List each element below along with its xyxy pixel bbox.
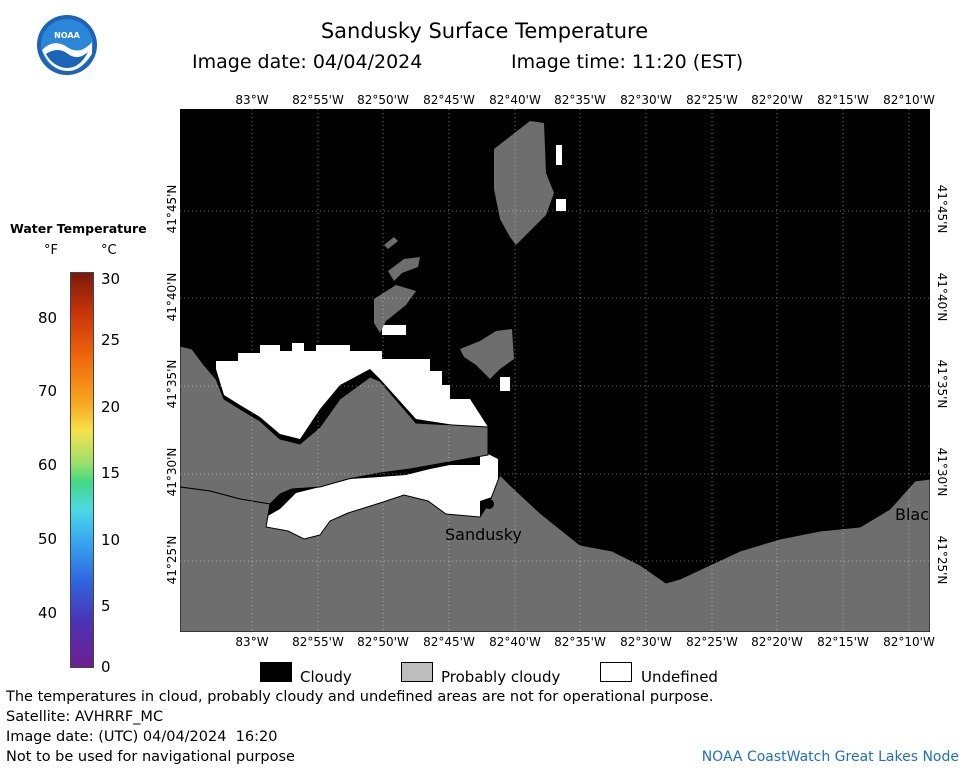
lon-label: 82°15'W xyxy=(817,635,869,649)
fahrenheit-tick: 40 xyxy=(38,604,58,622)
page-title: Sandusky Surface Temperature xyxy=(320,19,649,43)
celsius-tick: 0 xyxy=(101,658,111,676)
fahrenheit-tick: 70 xyxy=(38,382,58,400)
lon-label: 82°15'W xyxy=(817,93,869,107)
place-label-sandusky: Sandusky xyxy=(445,525,522,544)
probably-cloudy-swatch xyxy=(401,662,433,682)
lon-label: 82°45'W xyxy=(423,635,475,649)
sandusky-marker xyxy=(484,499,494,509)
lat-label: 41°45'N xyxy=(935,184,949,234)
lon-label: 82°50'W xyxy=(357,635,409,649)
celsius-tick: 30 xyxy=(101,270,121,288)
unit-fahrenheit: °F xyxy=(44,243,58,258)
map-image xyxy=(180,109,930,632)
lat-label: 41°30'N xyxy=(165,447,179,497)
disclaimer-text: The temperatures in cloud, probably clou… xyxy=(6,689,714,705)
noaa-logo: NOAA xyxy=(36,14,98,76)
map-panel: Sandusky Blac xyxy=(180,109,930,632)
lat-label: 41°35'N xyxy=(165,359,179,409)
lat-label: 41°25'N xyxy=(935,535,949,585)
fahrenheit-tick: 60 xyxy=(38,456,58,474)
credit-link[interactable]: NOAA CoastWatch Great Lakes Node xyxy=(701,749,959,765)
celsius-tick: 20 xyxy=(101,398,121,416)
lon-label: 82°30'W xyxy=(620,93,672,107)
celsius-tick: 5 xyxy=(101,597,111,615)
fahrenheit-tick: 50 xyxy=(38,530,58,548)
lat-label: 41°40'N xyxy=(935,272,949,322)
black-river-marker xyxy=(891,488,901,498)
land-area xyxy=(180,345,489,505)
lon-label: 82°50'W xyxy=(357,93,409,107)
lon-label: 83°W xyxy=(235,93,269,107)
lon-label: 82°55'W xyxy=(292,93,344,107)
celsius-tick: 15 xyxy=(101,464,121,482)
probably-cloudy-label: Probably cloudy xyxy=(441,668,561,686)
undefined-patch xyxy=(382,325,406,335)
undefined-patch xyxy=(556,145,562,165)
lon-label: 82°30'W xyxy=(620,635,672,649)
lon-label: 82°10'W xyxy=(883,93,935,107)
noaa-logo-text: NOAA xyxy=(54,31,80,40)
island xyxy=(384,237,398,249)
lon-label: 82°40'W xyxy=(489,635,541,649)
place-label-black-river: Blac xyxy=(895,505,930,524)
lon-label: 82°40'W xyxy=(489,93,541,107)
lat-label: 41°45'N xyxy=(165,184,179,234)
graticule xyxy=(180,109,930,632)
undefined-patch xyxy=(556,199,566,211)
lon-label: 82°35'W xyxy=(554,93,606,107)
navigation-note: Not to be used for navigational purpose xyxy=(6,749,295,765)
island xyxy=(494,121,554,245)
celsius-tick: 10 xyxy=(101,531,121,549)
fahrenheit-tick: 80 xyxy=(38,309,58,327)
lat-label: 41°35'N xyxy=(935,359,949,409)
lon-label: 82°20'W xyxy=(751,93,803,107)
image-date: Image date: 04/04/2024 xyxy=(192,51,423,73)
lon-label: 82°20'W xyxy=(751,635,803,649)
island xyxy=(460,329,514,379)
color-scale-bar xyxy=(70,272,94,668)
island xyxy=(388,257,420,281)
undefined-area xyxy=(216,343,502,539)
lon-label: 82°35'W xyxy=(554,635,606,649)
island xyxy=(374,285,416,333)
undefined-swatch xyxy=(600,662,632,682)
cloudy-label: Cloudy xyxy=(300,668,352,686)
lon-label: 82°55'W xyxy=(292,635,344,649)
unit-celsius: °C xyxy=(101,243,117,258)
image-time: Image time: 11:20 (EST) xyxy=(511,51,744,73)
lat-label: 41°30'N xyxy=(935,447,949,497)
lat-label: 41°40'N xyxy=(165,272,179,322)
lon-label: 82°45'W xyxy=(423,93,475,107)
lon-label: 82°10'W xyxy=(883,635,935,649)
undefined-label: Undefined xyxy=(641,668,718,686)
lon-label: 83°W xyxy=(235,635,269,649)
utc-date-text: Image date: (UTC) 04/04/2024 16:20 xyxy=(6,729,278,745)
satellite-text: Satellite: AVHRRF_MC xyxy=(6,709,164,725)
legend-title: Water Temperature xyxy=(10,221,147,236)
lon-label: 82°25'W xyxy=(686,635,738,649)
cloudy-swatch xyxy=(260,662,292,682)
celsius-tick: 25 xyxy=(101,331,121,349)
lat-label: 41°25'N xyxy=(165,535,179,585)
noaa-logo-icon xyxy=(37,15,97,75)
undefined-patch xyxy=(500,377,510,391)
lon-label: 82°25'W xyxy=(686,93,738,107)
land-area xyxy=(180,474,930,632)
